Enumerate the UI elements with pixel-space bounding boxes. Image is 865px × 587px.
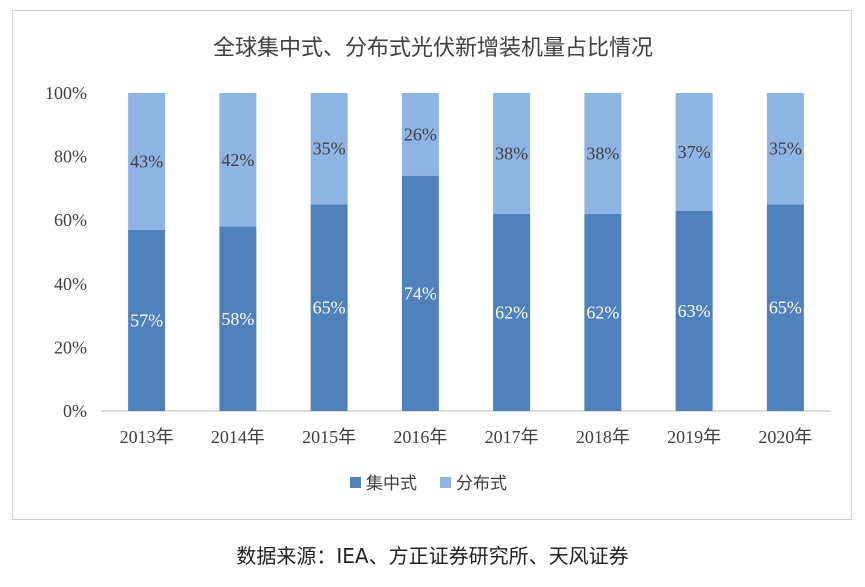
data-label: 38% — [586, 143, 619, 163]
data-label: 42% — [221, 150, 254, 170]
chart-title: 全球集中式、分布式光伏新增装机量占比情况 — [213, 36, 653, 61]
legend-swatch — [350, 477, 361, 488]
data-label: 65% — [313, 298, 346, 318]
bar-segment-centralized — [493, 213, 531, 411]
legend-label: 集中式 — [366, 474, 417, 494]
y-tick-label: 80% — [54, 147, 87, 167]
y-tick-label: 100% — [45, 83, 87, 103]
x-tick-label: 2014年 — [211, 427, 265, 447]
data-label: 62% — [586, 302, 619, 322]
stacked-bar-chart: 全球集中式、分布式光伏新增装机量占比情况 0%20%40%60%80%100% … — [45, 36, 831, 494]
bar-segment-distributed — [675, 93, 713, 211]
data-label: 26% — [404, 124, 437, 144]
bar-segment-distributed — [219, 93, 257, 227]
bar-segment-centralized — [310, 204, 348, 411]
bar-segment-centralized — [128, 229, 166, 411]
x-tick-label: 2015年 — [302, 427, 356, 447]
source-note: 数据来源：IEA、方正证券研究所、天风证券 — [236, 544, 629, 568]
y-tick-label: 40% — [54, 274, 87, 294]
data-label: 38% — [495, 143, 528, 163]
x-axis: 2013年 2014年 2015年 2016年 2017年 2018年 2019年 2020年 — [101, 410, 831, 447]
legend-swatch — [440, 477, 451, 488]
y-tick-label: 20% — [54, 337, 87, 357]
bar-segment-centralized — [219, 226, 257, 411]
bar-segment-distributed — [766, 93, 804, 205]
x-tick-label: 2016年 — [393, 427, 447, 447]
bar-segment-distributed — [401, 93, 439, 176]
legend-label: 分布式 — [456, 474, 507, 494]
bar-segment-distributed — [310, 93, 348, 205]
x-tick-label: 2020年 — [758, 427, 812, 447]
bar-segment-distributed — [493, 93, 531, 214]
bar-segment-centralized — [401, 175, 439, 411]
data-label: 35% — [313, 139, 346, 159]
bar-segment-distributed — [128, 93, 166, 230]
data-label: 58% — [221, 309, 254, 329]
data-label: 63% — [678, 301, 711, 321]
data-label: 65% — [769, 298, 802, 318]
data-label: 37% — [678, 142, 711, 162]
bar-segment-centralized — [675, 210, 713, 411]
x-tick-label: 2018年 — [576, 427, 630, 447]
data-label: 74% — [404, 283, 437, 303]
x-tick-label: 2013年 — [120, 427, 174, 447]
data-label: 62% — [495, 302, 528, 322]
bar-segment-centralized — [766, 204, 804, 411]
x-tick-label: 2017年 — [485, 427, 539, 447]
y-axis: 0% 20% 40% 60% 80% 100% — [45, 83, 87, 421]
x-tick-label: 2019年 — [667, 427, 721, 447]
data-label: 57% — [130, 310, 163, 330]
y-tick-label: 60% — [54, 210, 87, 230]
bars: 57% 43% 58% 42% 65% 35% 74% 26% 62% 38% 62% 38% 63% 3… — [128, 93, 804, 411]
data-label: 35% — [769, 139, 802, 159]
chart-frame: 全球集中式、分布式光伏新增装机量占比情况 0% 20% 40% 60% 80% 100% … — [12, 10, 852, 520]
bar-segment-distributed — [584, 93, 622, 214]
legend: 集中式 分布式 — [350, 474, 507, 494]
y-tick-label: 0% — [63, 401, 87, 421]
data-label: 43% — [130, 151, 163, 171]
bar-segment-centralized — [584, 213, 622, 411]
